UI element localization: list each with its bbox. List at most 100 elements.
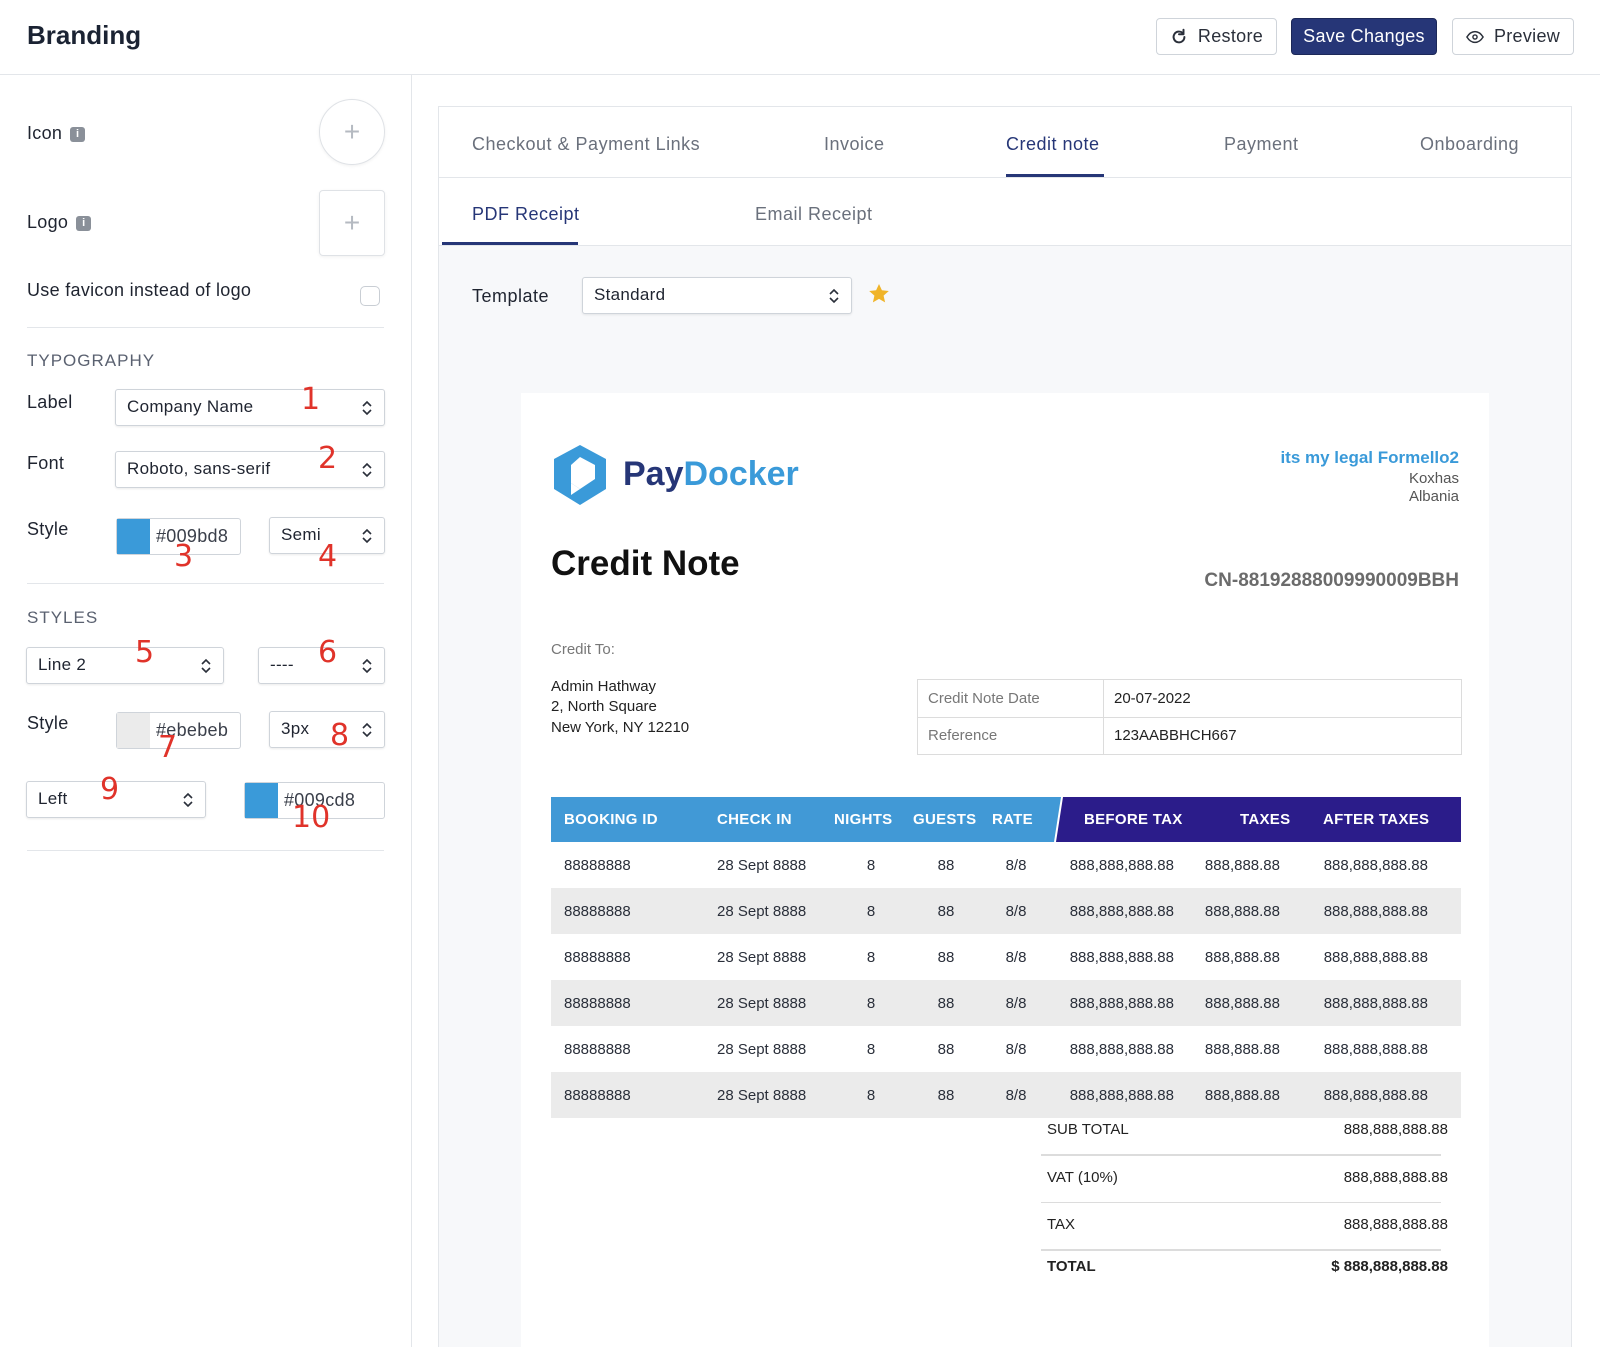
star-icon[interactable] [867,282,891,306]
line-select-value: Line 2 [38,655,87,674]
table-cell: 88888888 [564,949,631,966]
meta-value: 123AABBHCH667 [1114,727,1237,744]
weight-select[interactable]: Semi [269,517,385,554]
tab-payment[interactable]: Payment [1224,134,1299,154]
weight-select-value: Semi [281,525,321,544]
table-cell: 888,888,888.88 [1323,1041,1428,1058]
template-label: Template [472,286,550,306]
color-hex: #009cd8 [284,790,356,810]
styles-color2-field[interactable]: #009cd8 [244,782,385,819]
totals-value: $ 888,888,888.88 [1331,1258,1448,1275]
table-cell: 28 Sept 8888 [717,1041,807,1058]
annotation-number: 10 [292,800,331,835]
font-select[interactable]: Roboto, sans-serif [115,451,385,488]
totals-value: 888,888,888.88 [1343,1169,1448,1186]
column-header: CHECK IN [717,811,792,828]
totals-label: VAT (10%) [1047,1169,1118,1186]
table-body: 88888888 28 Sept 8888 8 88 8/8 888,888,888.88… [551,842,1461,1118]
annotation-number: 5 [135,635,155,670]
divider [1041,1202,1441,1203]
column-header: NIGHTS [834,811,893,828]
table-row: 88888888 28 Sept 8888 8 88 8/8 888,888,888.88… [551,934,1461,980]
document-type-tabs: Checkout & Payment Links Invoice Credit … [439,107,1571,178]
credit-to-label: Credit To: [551,641,615,658]
divider [27,327,384,328]
favicon-checkbox[interactable] [360,286,380,306]
plus-icon: + [343,207,361,238]
table-row: 88888888 28 Sept 8888 8 88 8/8 888,888,888.88… [551,980,1461,1026]
table-cell: 888,888.88 [1204,1041,1280,1058]
divider [918,717,1461,718]
typography-color-field[interactable]: #009bd8 [116,518,241,555]
label-select-value: Company Name [127,397,254,416]
table-row: 88888888 28 Sept 8888 8 88 8/8 888,888,888.88… [551,888,1461,934]
table-cell: 8/8 [1005,857,1027,874]
font-select-value: Roboto, sans-serif [127,459,271,478]
table-cell: 888,888.88 [1204,949,1280,966]
table-cell: 88 [937,949,955,966]
subtab-email-receipt[interactable]: Email Receipt [755,204,873,224]
divider [27,850,384,851]
table-cell: 8 [866,857,876,874]
info-icon[interactable]: i [70,126,86,142]
meta-label: Reference [928,727,998,744]
color-swatch[interactable] [117,713,150,748]
color-hex: #ebebeb [156,720,229,740]
totals-value: 888,888,888.88 [1343,1121,1448,1138]
subtab-pdf-receipt[interactable]: PDF Receipt [472,204,580,224]
annotation-number: 8 [330,718,350,753]
width-select[interactable]: 3px [269,711,385,748]
divider [1041,1249,1441,1251]
info-icon[interactable]: i [76,215,92,231]
table-cell: 88888888 [564,903,631,920]
table-cell: 888,888,888.88 [1323,995,1428,1012]
tab-invoice[interactable]: Invoice [824,134,885,154]
recipient-line: New York, NY 12210 [551,719,690,736]
chevron-updown-icon [362,658,372,674]
table-cell: 88888888 [564,995,631,1012]
credit-note-number: CN-88192888009990009BBH [1204,570,1459,591]
tab-checkout-payment-links[interactable]: Checkout & Payment Links [472,134,701,154]
save-changes-button[interactable]: Save Changes [1291,18,1437,55]
table-row: 88888888 28 Sept 8888 8 88 8/8 888,888,888.88… [551,1026,1461,1072]
table-cell: 8 [866,903,876,920]
favicon-label: Use favicon instead of logo [27,280,252,300]
styles-color-field[interactable]: #ebebeb [116,712,241,749]
color-swatch[interactable] [117,519,150,554]
width-select-value: 3px [281,719,310,738]
column-header: RATE [992,811,1033,828]
table-cell: 88888888 [564,1041,631,1058]
annotation-number: 3 [174,539,194,574]
top-bar: Branding Restore Save Changes Preview [0,0,1600,75]
color-swatch[interactable] [245,783,278,818]
tab-credit-note[interactable]: Credit note [1006,134,1100,154]
table-cell: 88 [937,857,955,874]
align-select[interactable]: Left [26,781,206,818]
column-header: TAXES [1240,811,1291,828]
template-select[interactable]: Standard [582,277,852,314]
restore-button[interactable]: Restore [1156,18,1277,55]
company-country: Albania [1408,488,1459,505]
meta-table: Credit Note Date 20-07-2022 Reference 12… [917,679,1462,755]
label-select[interactable]: Company Name [115,389,385,426]
brand-name: PayDocker [623,455,799,494]
chevron-updown-icon [362,462,372,478]
line-select[interactable]: Line 2 [26,647,224,684]
typography-style-label: Style [27,519,69,539]
annotation-number: 2 [318,441,338,476]
chevron-updown-icon [201,658,211,674]
icon-upload[interactable]: + [319,99,385,165]
font-field-label: Font [27,453,65,473]
dash-select[interactable]: ---- [258,647,385,684]
table-cell: 28 Sept 8888 [717,949,807,966]
table-cell: 8/8 [1005,1041,1027,1058]
table-cell: 888,888,888.88 [1323,903,1428,920]
label-field-label: Label [27,392,73,412]
annotation-number: 6 [318,635,338,670]
company-name: its my legal Formello2 [1280,448,1459,467]
meta-label: Credit Note Date [928,690,1040,707]
preview-button[interactable]: Preview [1452,18,1574,55]
logo-upload[interactable]: + [319,190,385,256]
table-cell: 8/8 [1005,995,1027,1012]
tab-onboarding[interactable]: Onboarding [1420,134,1520,154]
